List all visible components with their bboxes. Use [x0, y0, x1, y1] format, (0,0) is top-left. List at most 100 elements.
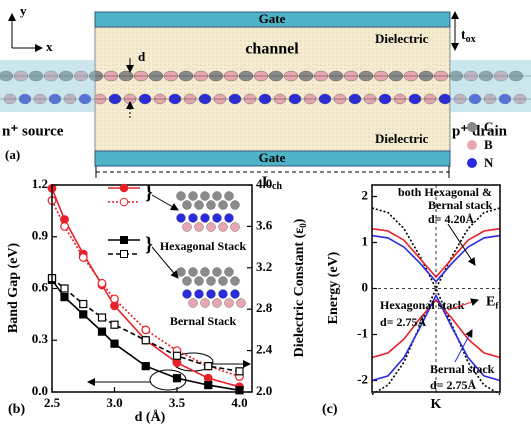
atom	[231, 290, 240, 299]
data-point	[142, 363, 149, 370]
source-region	[0, 60, 95, 112]
data-point	[61, 223, 69, 231]
atom	[207, 277, 216, 286]
y2-tick-label: 3.6	[256, 217, 273, 232]
y-tick-label: -2	[357, 371, 368, 386]
data-point	[111, 321, 118, 328]
data-point	[99, 328, 106, 335]
y-tick-label: 0.6	[32, 279, 49, 294]
annotation-arrow	[455, 330, 472, 362]
x-tick-label: 2.5	[44, 395, 61, 410]
atom	[225, 299, 234, 308]
annotation: d= 2.75Å	[430, 378, 477, 392]
series-line	[52, 189, 240, 387]
atom	[177, 214, 186, 223]
drain-label: p⁺ drain	[452, 123, 508, 139]
y2-tick-label: 2.0	[256, 383, 272, 398]
annotation: Hexagonal stack	[380, 298, 465, 312]
legend-c: C	[484, 119, 493, 134]
legend-atom-b	[467, 140, 477, 150]
y-tick-label: 0	[362, 279, 369, 294]
atom	[201, 299, 210, 308]
y2-tick-label: 3.2	[256, 259, 272, 274]
brace: }	[145, 234, 153, 256]
inset-arrow	[152, 195, 178, 210]
dielectric-label: Dielectric	[375, 131, 429, 146]
atom	[177, 192, 186, 201]
annotation: Bernal stack	[430, 362, 495, 376]
atom	[183, 290, 192, 299]
legend-n: N	[484, 155, 494, 170]
atom	[225, 192, 234, 201]
axis-title-part: )	[292, 218, 307, 223]
atom	[225, 214, 234, 223]
legend-b: B	[484, 137, 493, 152]
atom	[183, 201, 192, 210]
annotation: Bernal Stack	[170, 314, 237, 328]
axis-title-part: Dielectric Constant (ε	[292, 228, 307, 358]
atom	[177, 268, 186, 277]
drain-region	[450, 60, 531, 112]
y-tick-label: 0.3	[32, 331, 49, 346]
data-point	[99, 314, 106, 321]
y-tick-label: -1	[357, 325, 368, 340]
legend-marker	[121, 251, 128, 258]
data-point	[173, 359, 181, 367]
data-point	[61, 294, 68, 301]
figure: y x Gate Gate Dielectric Dielectric chan…	[0, 0, 531, 428]
atom	[237, 299, 246, 308]
atom	[213, 299, 222, 308]
data-point	[142, 326, 150, 334]
atom	[189, 214, 198, 223]
y-axis-title: Energy (eV)	[326, 251, 341, 324]
d-label: d	[138, 49, 146, 64]
channel-label: channel	[245, 41, 299, 58]
gate-label: Gate	[259, 150, 286, 165]
atom	[213, 268, 222, 277]
data-point	[98, 280, 106, 288]
atom	[195, 290, 204, 299]
annotation: d= 4.20Å	[428, 212, 475, 226]
atom	[201, 192, 210, 201]
atom	[183, 277, 192, 286]
annotation: Hexagonal Stack	[160, 239, 247, 253]
atom	[195, 277, 204, 286]
panel-label: (b)	[8, 402, 25, 417]
annotation: d= 2.75Å	[380, 315, 427, 329]
atom	[195, 223, 204, 232]
y2-tick-label: 2.4	[256, 342, 273, 357]
legend-marker	[120, 198, 128, 206]
x-axis-title: d (Å)	[135, 409, 166, 425]
axis-title: Dielectric Constant (ε0)	[292, 218, 308, 357]
x-tick-label: K	[431, 397, 442, 412]
annotation: both Hexagonal &	[398, 185, 492, 199]
data-point	[236, 368, 243, 375]
atom	[207, 290, 216, 299]
axis-x: x	[46, 39, 53, 54]
atom	[207, 223, 216, 232]
atom	[231, 201, 240, 210]
atom	[195, 201, 204, 210]
data-point	[205, 382, 212, 389]
legend-marker	[121, 237, 128, 244]
lch-sub: ch	[272, 181, 282, 192]
y-tick-label: 1	[362, 233, 369, 248]
data-point	[111, 295, 119, 303]
atom	[225, 268, 234, 277]
atom	[201, 268, 210, 277]
data-point	[142, 337, 149, 344]
legend-marker	[120, 184, 128, 192]
atom	[213, 214, 222, 223]
legend-atom-n	[467, 158, 477, 168]
dielectric-label: Dielectric	[375, 31, 429, 46]
tox-sub: ox	[466, 34, 476, 45]
atom	[219, 277, 228, 286]
atom	[189, 268, 198, 277]
x-tick-label: 3.5	[169, 395, 186, 410]
axis-title-part: f	[495, 301, 499, 311]
y-axis-title: Band Gap (eV)	[6, 243, 21, 334]
atom	[219, 290, 228, 299]
data-point	[61, 285, 68, 292]
plot-frame	[52, 185, 252, 392]
x-tick-label: 4.0	[231, 395, 247, 410]
